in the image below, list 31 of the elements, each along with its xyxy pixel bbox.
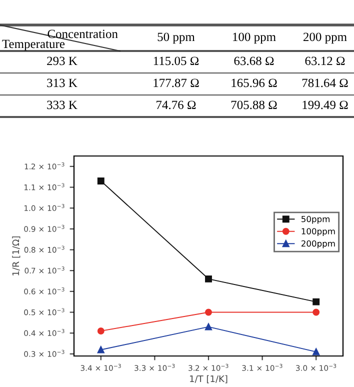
point [312, 298, 320, 306]
text: Concentration [48, 30, 118, 38]
category-label: 50 ppm [158, 32, 195, 44]
legend-label: 200ppm [302, 240, 335, 248]
category-label: 313 K [47, 78, 78, 88]
x-axis-title: 1/T [1/K] [190, 375, 228, 384]
point [312, 348, 320, 356]
category-label: 293 K [47, 56, 78, 66]
text: 115.05 Ω [154, 56, 199, 66]
category-label: 200 ppm [304, 32, 347, 44]
text: 165.96 Ω [232, 78, 277, 88]
category-label: 100 ppm [233, 32, 276, 44]
point [312, 308, 320, 316]
text: 177.87 Ω [154, 78, 199, 88]
point [205, 308, 212, 316]
point [97, 346, 104, 354]
text: 63.68 Ω [234, 56, 274, 66]
legend-label: 100ppm [302, 228, 335, 236]
text: 705.88 Ω [231, 100, 277, 110]
text: 199.49 Ω [302, 100, 348, 110]
text: 63.12 Ω [305, 56, 345, 66]
legend-label: 50ppm [302, 216, 330, 224]
text: Temperature [2, 40, 65, 51]
y-axis-title: 1/R [1/Ω] [12, 236, 20, 276]
point [205, 275, 212, 282]
text: 74.76 Ω [156, 100, 196, 110]
point [97, 178, 104, 184]
point [97, 328, 104, 334]
text: 781.64 Ω [302, 78, 348, 88]
point [205, 323, 212, 330]
category-label: 333 K [47, 100, 78, 110]
